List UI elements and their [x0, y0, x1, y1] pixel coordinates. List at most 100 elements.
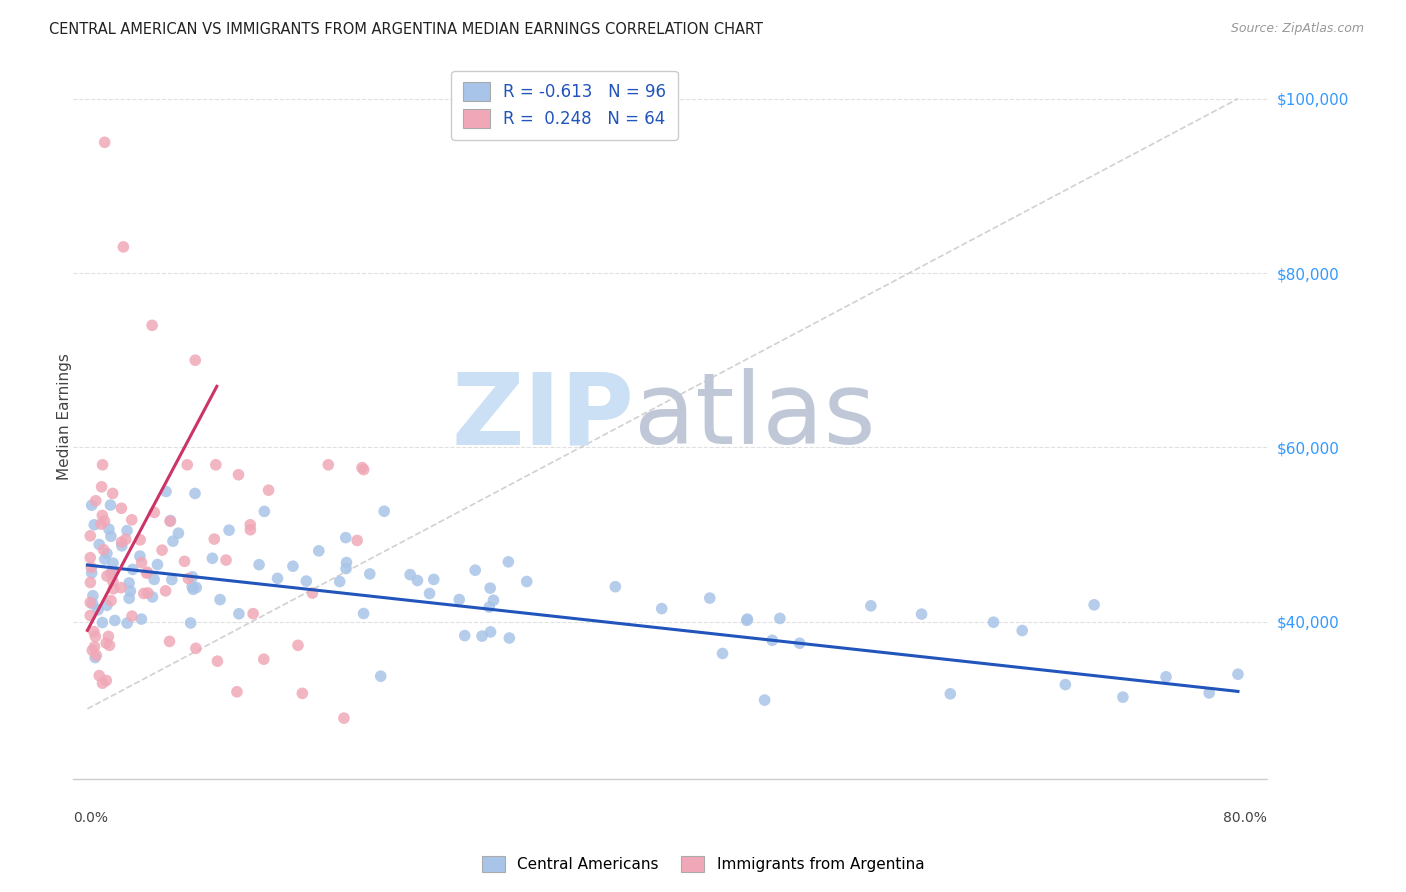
Point [146, 558, 169, 572]
Point [96, 546, 118, 560]
Point [79, 529, 101, 543]
Point [90, 517, 112, 532]
Point [97, 522, 120, 536]
Point [80, 566, 103, 580]
Point [84, 650, 107, 665]
Point [100, 566, 122, 581]
Point [89, 537, 111, 551]
Point [253, 504, 276, 518]
Point [114, 533, 136, 547]
Point [181, 582, 204, 597]
Point [329, 574, 352, 589]
Point [335, 561, 357, 575]
Point [498, 555, 520, 569]
Point [699, 591, 721, 605]
Point [132, 586, 155, 600]
Point [910, 607, 932, 621]
Point [118, 576, 141, 591]
Point [101, 566, 124, 580]
Point [1054, 677, 1077, 691]
Point [97, 629, 120, 643]
Point [247, 558, 270, 572]
Point [983, 615, 1005, 630]
Point [89, 668, 111, 682]
Point [104, 614, 127, 628]
Legend: Central Americans, Immigrants from Argentina: Central Americans, Immigrants from Argen… [474, 848, 932, 880]
Point [159, 634, 181, 648]
Point [471, 629, 494, 643]
Point [136, 586, 159, 600]
Point [422, 573, 444, 587]
Point [939, 687, 962, 701]
Point [761, 633, 783, 648]
Point [79, 550, 101, 565]
Point [101, 574, 124, 589]
Point [84, 648, 107, 663]
Point [110, 581, 132, 595]
Point [308, 544, 330, 558]
Point [291, 686, 314, 700]
Point [346, 533, 368, 548]
Point [1011, 624, 1033, 638]
Point [479, 581, 502, 595]
Point [228, 467, 250, 482]
Point [79, 575, 101, 590]
Point [121, 513, 143, 527]
Point [498, 631, 520, 645]
Point [454, 629, 477, 643]
Point [226, 685, 249, 699]
Point [82, 589, 104, 603]
Point [93, 136, 115, 150]
Point [266, 571, 288, 585]
Point [121, 609, 143, 624]
Point [1083, 598, 1105, 612]
Point [516, 574, 538, 589]
Point [239, 517, 262, 532]
Point [287, 638, 309, 652]
Point [141, 590, 163, 604]
Point [239, 523, 262, 537]
Text: 80.0%: 80.0% [1223, 811, 1267, 825]
Point [399, 567, 422, 582]
Point [128, 549, 150, 563]
Point [754, 693, 776, 707]
Point [82, 597, 104, 611]
Point [205, 458, 228, 472]
Point [84, 493, 107, 508]
Legend: R = -0.613   N = 96, R =  0.248   N = 64: R = -0.613 N = 96, R = 0.248 N = 64 [451, 70, 678, 140]
Point [91, 508, 114, 523]
Point [135, 566, 157, 581]
Point [79, 608, 101, 623]
Point [96, 636, 118, 650]
Point [136, 565, 159, 579]
Point [110, 501, 132, 516]
Point [101, 556, 124, 570]
Point [184, 353, 207, 368]
Point [115, 524, 138, 538]
Point [80, 498, 103, 512]
Point [141, 318, 163, 333]
Point [82, 643, 104, 657]
Point [91, 615, 114, 630]
Y-axis label: Median Earnings: Median Earnings [58, 353, 72, 480]
Point [162, 534, 184, 549]
Point [253, 652, 276, 666]
Point [353, 462, 375, 476]
Point [281, 559, 304, 574]
Point [605, 580, 627, 594]
Point [350, 460, 373, 475]
Point [93, 542, 115, 557]
Point [110, 535, 132, 549]
Point [159, 514, 181, 528]
Point [93, 514, 115, 528]
Text: atlas: atlas [634, 368, 876, 466]
Point [100, 593, 122, 607]
Point [353, 607, 375, 621]
Point [181, 580, 204, 594]
Point [201, 551, 224, 566]
Point [176, 458, 198, 472]
Point [155, 583, 177, 598]
Point [150, 543, 173, 558]
Point [186, 581, 208, 595]
Point [87, 603, 110, 617]
